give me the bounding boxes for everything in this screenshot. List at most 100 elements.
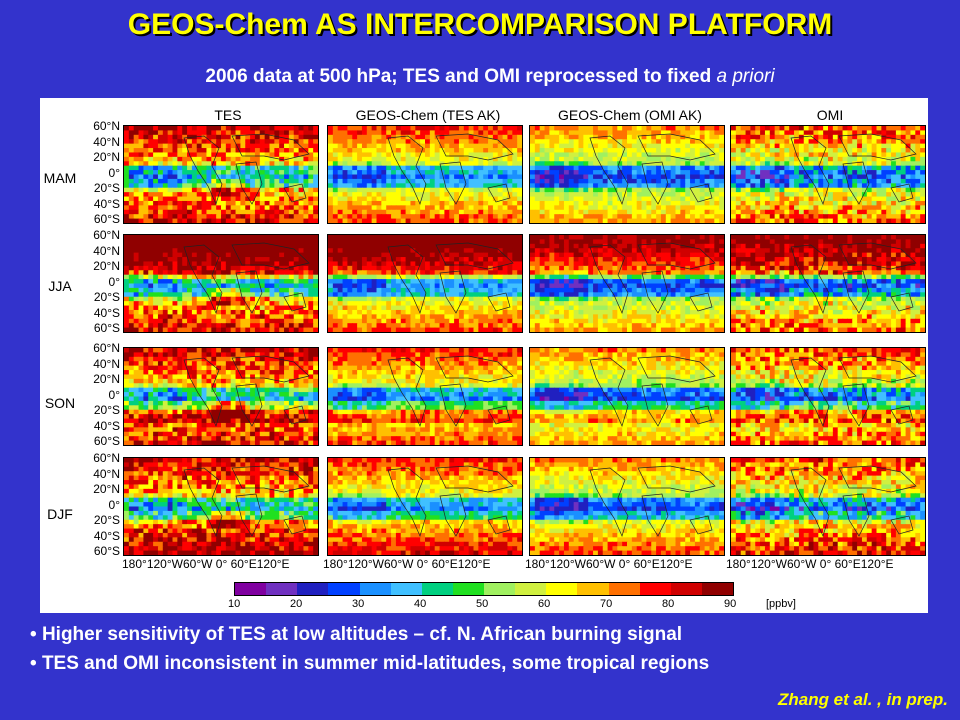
column-header-omi: OMI [816, 107, 844, 123]
coastline [231, 465, 310, 493]
season-label-djf: DJF [47, 506, 73, 522]
colorbar-tick-label: 70 [600, 598, 613, 610]
lat-tick-label: 40°N [93, 466, 120, 481]
map-panel-son-1 [327, 347, 523, 446]
lat-tick-label: 60°S [93, 212, 120, 226]
season-label-son: SON [44, 395, 76, 411]
coastline [283, 515, 307, 535]
coastline [235, 383, 263, 427]
coastline [641, 161, 669, 205]
coastline [439, 493, 467, 537]
colorbar-tick-label: 40 [414, 598, 427, 610]
coastline [589, 357, 629, 428]
coastline [487, 292, 511, 312]
lat-tick-label: 60°N [93, 119, 120, 133]
lat-tick-label: 20°N [93, 150, 120, 164]
bullet-item: • Higher sensitivity of TES at low altit… [30, 624, 683, 645]
coastline [183, 357, 223, 428]
coastline [637, 355, 716, 383]
lat-tick-label: 60°N [93, 341, 120, 355]
map-field [124, 458, 318, 555]
coastline [183, 244, 223, 315]
lat-tick-label: 0° [108, 165, 120, 180]
map-field [530, 126, 724, 223]
season-label-jja: JJA [48, 278, 72, 294]
colorbar-swatch [452, 583, 484, 595]
map-panel-mam-0 [123, 125, 319, 224]
coastline [235, 493, 263, 537]
lat-tick-label: 40°S [93, 305, 120, 320]
coastline [435, 355, 514, 383]
colorbar-tick-label: 10 [228, 598, 241, 610]
lat-tick-label: 20°N [93, 259, 120, 273]
coastline [641, 383, 669, 427]
colorbar-tick-label: 50 [476, 598, 489, 610]
colorbar-swatch [546, 583, 578, 595]
lon-axis-labels-2: 180°120°W60°W 0° 60°E120°E [323, 557, 491, 571]
coastline [435, 465, 514, 493]
coastline [283, 292, 307, 312]
map-field [731, 126, 925, 223]
lat-tick-label: 40°S [93, 418, 120, 433]
bullet-item: • TES and OMI inconsistent in summer mid… [30, 653, 710, 674]
bullet-text: TES and OMI inconsistent in summer mid-l… [41, 653, 710, 674]
colorbar-unit: [ppbv] [766, 598, 796, 610]
coastline [435, 133, 514, 161]
coastline [589, 135, 629, 206]
colorbar-tick-label: 60 [538, 598, 551, 610]
lat-tick-label: 0° [108, 387, 120, 402]
colorbar-swatch [297, 583, 329, 595]
coastline [439, 383, 467, 427]
lat-tick-label: 0° [108, 497, 120, 512]
coastline [790, 357, 830, 428]
lat-tick-label: 0° [108, 274, 120, 289]
coastline [689, 515, 713, 535]
lat-tick-label: 20°N [93, 372, 120, 386]
coastline [387, 244, 427, 315]
lon-axis-labels-1: 180°120°W60°W 0° 60°E120°E [122, 557, 290, 571]
coastline [890, 292, 914, 312]
map-field [328, 348, 522, 445]
column-header-gc-omi-ak: GEOS-Chem (OMI AK) [558, 107, 702, 123]
citation: Zhang et al. , in prep. [777, 690, 948, 709]
map-panel-son-3 [730, 347, 926, 446]
map-field [328, 458, 522, 555]
coastline [283, 405, 307, 425]
bullet-text: Higher sensitivity of TES at low altitud… [41, 624, 683, 645]
coastline [689, 292, 713, 312]
map-field [328, 235, 522, 332]
colorbar-swatch [484, 583, 516, 595]
coastline [641, 270, 669, 314]
map-field [731, 235, 925, 332]
lat-tick-label: 20°N [93, 482, 120, 496]
colorbar-swatch [235, 583, 267, 595]
coastline [890, 183, 914, 203]
map-field [124, 235, 318, 332]
coastline [842, 161, 870, 205]
colorbar-tick-label: 90 [724, 598, 737, 610]
coastline [890, 515, 914, 535]
lon-axis-labels-4: 180°120°W60°W 0° 60°E120°E [726, 557, 894, 571]
coastline [439, 161, 467, 205]
map-field [530, 348, 724, 445]
map-panel-jja-0 [123, 234, 319, 333]
map-panel-djf-0 [123, 457, 319, 556]
lat-tick-label: 40°S [93, 196, 120, 211]
coastline [641, 493, 669, 537]
map-field [530, 235, 724, 332]
colorbar-swatch [701, 583, 733, 595]
coastline [283, 183, 307, 203]
slide-subtitle: 2006 data at 500 hPa; TES and OMI reproc… [0, 66, 960, 88]
column-header-tes: TES [214, 107, 242, 123]
coastline [637, 133, 716, 161]
colorbar-swatch [639, 583, 671, 595]
map-panel-mam-3 [730, 125, 926, 224]
map-panel-djf-1 [327, 457, 523, 556]
lat-tick-label: 20°S [93, 403, 120, 417]
coastline [838, 242, 917, 270]
map-field [328, 126, 522, 223]
map-panel-son-0 [123, 347, 319, 446]
bullet-list: • Higher sensitivity of TES at low altit… [30, 624, 709, 682]
coastline [387, 467, 427, 538]
coastline [439, 270, 467, 314]
